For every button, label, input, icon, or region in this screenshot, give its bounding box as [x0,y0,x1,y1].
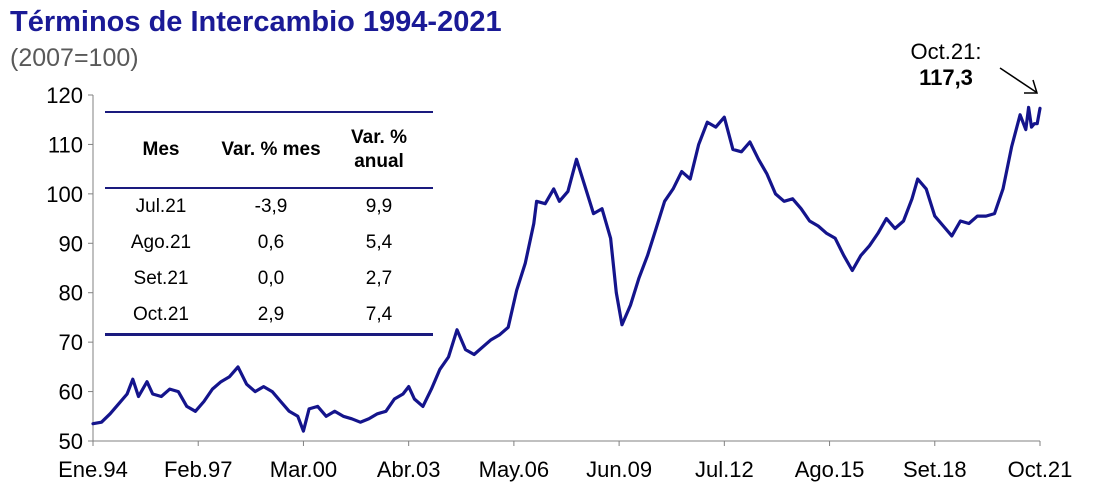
y-tick-label: 90 [59,231,83,256]
table-cell: 2,7 [365,268,393,289]
x-tick-label: Ene.94 [58,457,128,482]
table-cell: -3,9 [254,196,288,217]
table-header-mes: Mes [105,111,217,189]
chart-title: Términos de Intercambio 1994-2021 [10,6,502,38]
y-tick-label: 60 [59,380,83,405]
x-tick-label: Jul.12 [695,457,754,482]
table-cell: 0,6 [257,232,285,253]
annotation-arrowhead [1024,79,1039,94]
table-cell: 9,9 [365,196,393,217]
y-tick-labels: 50 60 70 80 90 100 110 120 [46,83,93,454]
table-cell: Oct.21 [105,297,217,336]
table-cell: Set.21 [133,268,189,289]
variation-table: Mes Var. % mes Var. % anual Jul.21 -3,9 … [105,111,433,336]
x-tick-label: Oct.21 [1008,457,1073,482]
x-tick-label: Jun.09 [586,457,652,482]
table-cell: 0,0 [257,268,285,289]
table-header-var-mes: Var. % mes [217,111,325,189]
x-tick-label: Ago.15 [795,457,865,482]
table-cell: 5,4 [365,232,393,253]
table-cell: Ago.21 [130,232,192,253]
y-tick-label: 120 [46,83,83,108]
x-tick-label: May.06 [479,457,550,482]
series-line [91,105,1042,433]
table-header-var-anual: Var. % anual [325,111,433,189]
table-cell: 7,4 [325,297,433,336]
annotation: Oct.21: 117,3 [896,39,996,91]
table-row: Jul.21 -3,9 9,9 [105,188,433,225]
table-cell: 2,9 [217,297,325,336]
annotation-label: Oct.21: [910,39,982,64]
table-cell: Jul.21 [135,196,187,217]
x-tick-labels: Ene.94 Feb.97 Mar.00 Abr.03 May.06 Jun.09 Jul.… [58,441,1072,482]
y-tick-label: 70 [59,330,83,355]
x-tick-label: Abr.03 [377,457,441,482]
table-row: Ago.21 0,6 5,4 [105,225,433,261]
table-row: Set.21 0,0 2,7 [105,261,433,297]
chart-subtitle: (2007=100) [10,44,139,72]
x-tick-label: Set.18 [903,457,967,482]
y-tick-label: 80 [59,281,83,306]
table-row: Oct.21 2,9 7,4 [105,297,433,336]
x-tick-label: Mar.00 [270,457,337,482]
y-tick-label: 100 [46,182,83,207]
x-tick-label: Feb.97 [164,457,233,482]
annotation-arrow [999,67,1037,93]
y-tick-label: 50 [59,429,83,454]
y-tick-label: 110 [48,132,83,157]
annotation-value: 117,3 [919,65,973,90]
